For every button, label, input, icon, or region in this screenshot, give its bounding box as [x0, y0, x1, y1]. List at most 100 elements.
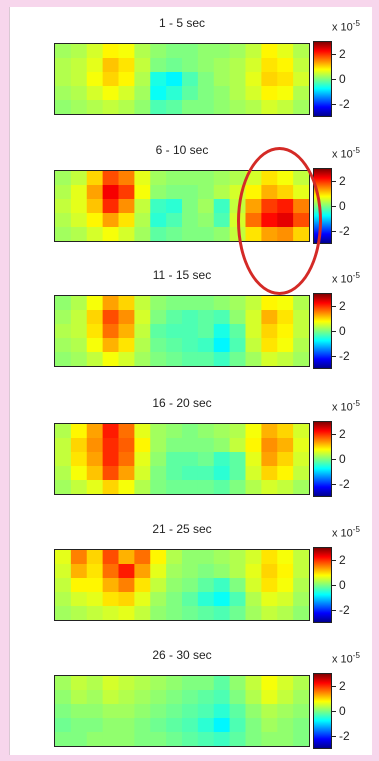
heatmap-cell	[118, 338, 135, 353]
heatmap-cell	[102, 592, 120, 607]
heatmap-cell	[134, 480, 151, 494]
colorbar-tick	[332, 79, 336, 80]
heatmap-cell	[213, 44, 231, 59]
heatmap-cell	[134, 72, 151, 87]
heatmap-cell	[293, 606, 309, 620]
heatmap-cell	[150, 578, 167, 593]
colorbar-scale-label: x 10-5	[332, 651, 360, 666]
heatmap-cell	[197, 564, 215, 579]
heatmap-cell	[293, 732, 309, 746]
heatmap-cell	[70, 550, 88, 565]
heatmap-cell	[229, 452, 247, 467]
heatmap-plot	[54, 675, 310, 747]
heatmap-cell	[182, 718, 199, 733]
heatmap-svg	[55, 296, 309, 366]
heatmap-cell	[197, 44, 215, 59]
heatmap-cell	[245, 718, 262, 733]
colorbar-tick	[332, 54, 336, 55]
heatmap-cell	[70, 86, 88, 101]
heatmap-cell	[86, 592, 104, 607]
heatmap-cell	[102, 171, 120, 186]
heatmap-cell	[102, 338, 120, 353]
heatmap-cell	[70, 58, 88, 73]
heatmap-cell	[70, 438, 88, 453]
heatmap-cell	[213, 732, 231, 746]
heatmap-cell	[166, 606, 183, 620]
heatmap-cell	[102, 199, 120, 214]
heatmap-svg	[55, 676, 309, 746]
heatmap-cell	[166, 86, 183, 101]
heatmap-cell	[134, 324, 151, 339]
heatmap-cell	[150, 550, 167, 565]
heatmap-cell	[150, 338, 167, 353]
heatmap-cell	[277, 606, 294, 620]
heatmap-cell	[229, 704, 247, 719]
heatmap-chart: 1 - 5 sec 2 0 -2 x 10-5	[10, 7, 372, 127]
heatmap-cell	[277, 72, 294, 87]
heatmap-cell	[182, 352, 199, 366]
heatmap-cell	[261, 676, 278, 691]
heatmap-cell	[261, 704, 278, 719]
heatmap-cell	[102, 424, 120, 439]
heatmap-cell	[70, 213, 88, 228]
heatmap-cell	[245, 44, 262, 59]
heatmap-cell	[293, 310, 309, 325]
scale-base: x 10	[332, 273, 353, 286]
colorbar-tick-label: 0	[339, 704, 346, 718]
heatmap-cell	[197, 606, 215, 620]
heatmap-cell	[134, 86, 151, 101]
heatmap-cell	[70, 564, 88, 579]
heatmap-cell	[277, 100, 294, 114]
heatmap-cell	[182, 171, 199, 186]
heatmap-cell	[86, 480, 104, 494]
colorbar-tick	[332, 231, 336, 232]
heatmap-cell	[197, 199, 215, 214]
heatmap-cell	[55, 704, 72, 719]
heatmap-cell	[229, 310, 247, 325]
heatmap-cell	[245, 310, 262, 325]
heatmap-cell	[166, 296, 183, 311]
heatmap-cell	[55, 338, 72, 353]
heatmap-cell	[166, 424, 183, 439]
heatmap-cell	[55, 466, 72, 481]
heatmap-cell	[277, 690, 294, 705]
colorbar-tick-label: 2	[339, 427, 346, 441]
scale-exponent: -5	[352, 525, 360, 534]
heatmap-cell	[166, 352, 183, 366]
heatmap-cell	[134, 466, 151, 481]
heatmap-cell	[229, 732, 247, 746]
heatmap-cell	[213, 72, 231, 87]
heatmap-cell	[229, 718, 247, 733]
heatmap-cell	[150, 185, 167, 200]
heatmap-cell	[293, 438, 309, 453]
heatmap-cell	[118, 438, 135, 453]
heatmap-cell	[213, 352, 231, 366]
heatmap-cell	[134, 44, 151, 59]
heatmap-cell	[102, 213, 120, 228]
heatmap-cell	[197, 72, 215, 87]
heatmap-cell	[166, 324, 183, 339]
heatmap-cell	[118, 704, 135, 719]
heatmap-cell	[70, 606, 88, 620]
heatmap-cell	[261, 606, 278, 620]
heatmap-svg	[55, 424, 309, 494]
heatmap-cell	[166, 466, 183, 481]
heatmap-cell	[55, 213, 72, 228]
heatmap-cell	[245, 352, 262, 366]
heatmap-cell	[134, 550, 151, 565]
heatmap-cell	[245, 480, 262, 494]
heatmap-cell	[213, 718, 231, 733]
heatmap-cell	[102, 86, 120, 101]
heatmap-cell	[197, 424, 215, 439]
heatmap-cell	[166, 227, 183, 241]
heatmap-cell	[118, 578, 135, 593]
heatmap-cell	[293, 564, 309, 579]
heatmap-cell	[102, 72, 120, 87]
heatmap-cell	[261, 352, 278, 366]
heatmap-cell	[293, 296, 309, 311]
heatmap-cell	[213, 296, 231, 311]
colorbar	[313, 293, 332, 369]
heatmap-cell	[182, 480, 199, 494]
heatmap-cell	[261, 44, 278, 59]
heatmap-cell	[166, 690, 183, 705]
